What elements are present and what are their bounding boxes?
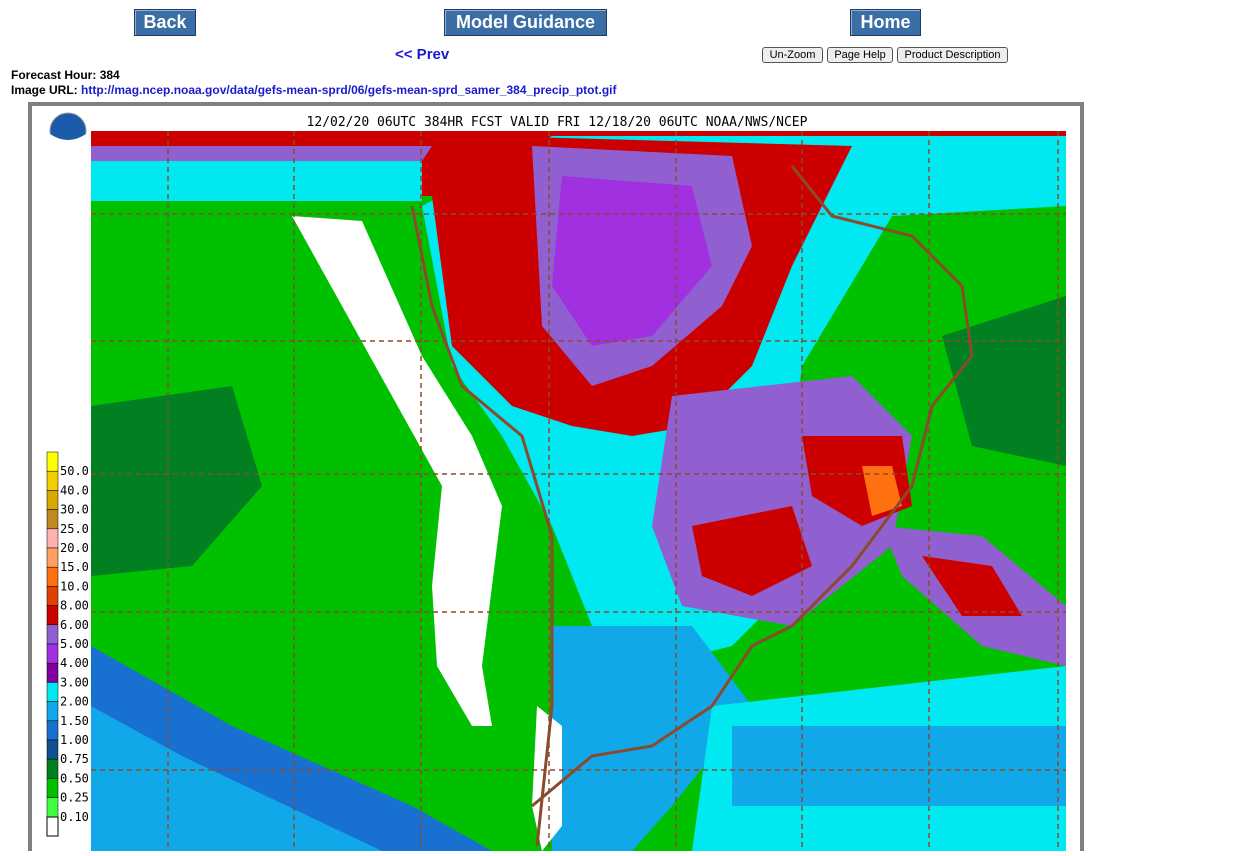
legend-swatch [46,451,59,472]
forecast-hour-label: Forecast Hour: [11,68,97,82]
legend-swatch [46,566,59,587]
legend-label: 4.00 [60,656,89,670]
product-description-button[interactable]: Product Description [897,47,1008,63]
legend-label: 5.00 [60,637,89,651]
legend-label: 8.00 [60,599,89,613]
legend-swatch [46,720,59,741]
noaa-logo [49,112,87,152]
legend-label: 10.0 [60,579,89,593]
map-title: 12/02/20 06UTC 384HR FCST VALID FRI 12/1… [307,115,808,130]
legend-label: 30.0 [60,503,89,517]
legend-swatch [46,643,59,664]
home-button[interactable]: Home [850,9,921,36]
legend-swatch [46,816,59,837]
image-url: Image URL: http://mag.ncep.noaa.gov/data… [11,83,617,97]
model-guidance-button[interactable]: Model Guidance [444,9,607,36]
map-frame: 12/02/20 06UTC 384HR FCST VALID FRI 12/1… [28,102,1084,851]
legend-label: 0.75 [60,752,89,766]
image-url-link[interactable]: http://mag.ncep.noaa.gov/data/gefs-mean-… [81,83,617,97]
legend-swatch [46,739,59,760]
legend-swatch [46,758,59,779]
back-button[interactable]: Back [134,9,196,36]
un-zoom-button[interactable]: Un-Zoom [762,47,823,63]
legend-swatch [46,490,59,510]
legend-label: 0.25 [60,791,89,805]
legend-label: 20.0 [60,541,89,555]
image-url-label: Image URL: [11,83,78,97]
legend-swatch [46,701,59,722]
legend-label: 25.0 [60,522,89,536]
legend-swatch [46,662,59,683]
legend-label: 40.0 [60,483,89,497]
legend-label: 0.10 [60,810,89,824]
legend-label: 6.00 [60,618,89,632]
legend-label: 3.00 [60,675,89,689]
legend-label: 50.0 [60,464,89,478]
legend-swatch [46,470,59,491]
page-help-button[interactable]: Page Help [827,47,893,63]
legend-swatch [46,624,59,645]
legend-swatch [46,586,59,606]
legend-label: 1.00 [60,733,89,747]
legend-swatch [46,778,59,798]
map-grid [91,131,1066,851]
legend-label: 1.50 [60,714,89,728]
map-image [91,131,1066,851]
legend: 50.0 40.0 30.0 25.0 20.0 15.0 10.0 8.00 6.00 5.00… [46,451,89,837]
legend-swatch [46,509,59,530]
legend-label: 15.0 [60,560,89,574]
forecast-hour: Forecast Hour: 384 [11,68,120,82]
legend-label: 2.00 [60,695,89,709]
legend-swatch [46,797,59,818]
legend-label: 0.50 [60,771,89,785]
legend-swatch [46,547,59,568]
forecast-hour-value: 384 [99,68,120,82]
map: 12/02/20 06UTC 384HR FCST VALID FRI 12/1… [46,112,1066,851]
legend-swatch [46,528,59,549]
prev-link[interactable]: << Prev [395,46,450,63]
legend-swatch [46,682,59,702]
legend-swatch [46,605,59,626]
